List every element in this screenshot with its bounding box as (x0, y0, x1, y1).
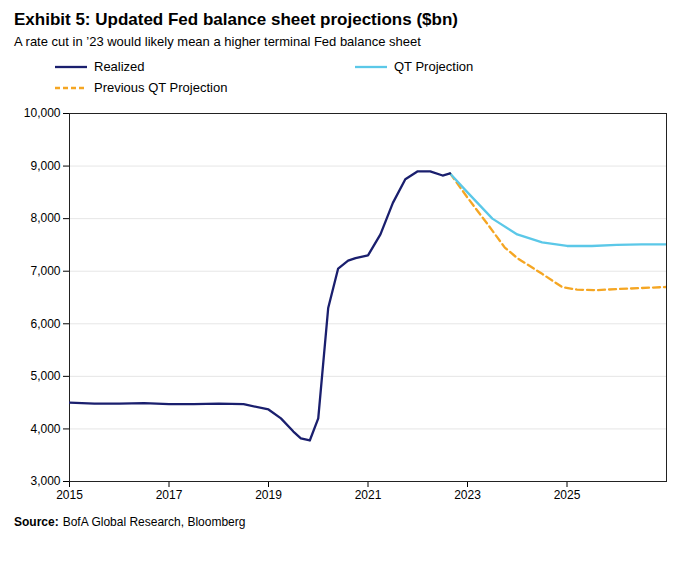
html-text:Exhibit 5: Updated Fed balance: Exhibit 5: Updated Fed balance sheet pro… (14, 10, 458, 29)
svg-text:4,000: 4,000 (30, 422, 60, 436)
svg-text:2023: 2023 (454, 488, 481, 502)
svg-text:2017: 2017 (156, 488, 183, 502)
svg-text:7,000: 7,000 (30, 264, 60, 278)
svg-text:8,000: 8,000 (30, 211, 60, 225)
html-text:Realized: Realized (94, 59, 145, 74)
svg-text:10,000: 10,000 (24, 106, 61, 120)
html-text:Previous QT Projection: Previous QT Projection (94, 80, 228, 95)
svg-text:2021: 2021 (355, 488, 382, 502)
svg-text:5,000: 5,000 (30, 369, 60, 383)
svg-text:2019: 2019 (255, 488, 282, 502)
svg-text:6,000: 6,000 (30, 317, 60, 331)
html-text:Source: BofA Global Research,: Source: BofA Global Research, Bloomberg (14, 515, 246, 529)
html-text:A rate cut in ’23 would likely: A rate cut in ’23 would likely mean a hi… (14, 34, 421, 49)
svg-text:2015: 2015 (56, 488, 83, 502)
svg-text:9,000: 9,000 (30, 159, 60, 173)
svg-text:2025: 2025 (554, 488, 581, 502)
svg-text:3,000: 3,000 (30, 474, 60, 488)
html-text:QT Projection: QT Projection (394, 59, 474, 74)
